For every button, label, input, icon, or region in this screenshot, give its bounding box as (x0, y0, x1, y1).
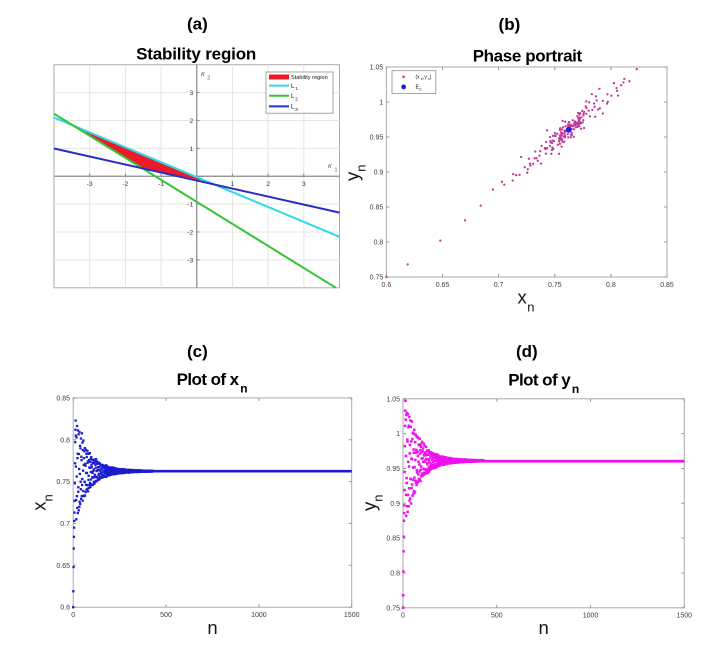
svg-text:0: 0 (401, 612, 405, 619)
svg-text:Stability region: Stability region (291, 75, 328, 81)
svg-text:(c): (c) (187, 342, 208, 361)
svg-text:E: E (416, 85, 420, 91)
svg-text:(x: (x (416, 75, 421, 81)
svg-text:0.85: 0.85 (370, 205, 384, 212)
svg-text:0.75: 0.75 (548, 282, 562, 289)
svg-text:0.7: 0.7 (60, 521, 70, 528)
svg-text:1: 1 (190, 146, 194, 153)
svg-text:,y: ,y (423, 75, 427, 81)
svg-text:Stability region: Stability region (136, 44, 256, 63)
svg-text:x: x (518, 287, 528, 308)
svg-text:0.65: 0.65 (56, 563, 70, 570)
svg-text:0.85: 0.85 (660, 282, 674, 289)
svg-text:0.8: 0.8 (374, 240, 384, 247)
svg-text:0.8: 0.8 (606, 282, 616, 289)
svg-text:2: 2 (190, 118, 194, 125)
svg-text:yn: yn (359, 495, 386, 511)
svg-text:0.75: 0.75 (56, 479, 70, 486)
svg-text:0.75: 0.75 (370, 275, 384, 282)
svg-text:0.9: 0.9 (390, 501, 400, 508)
svg-text:1: 1 (335, 168, 338, 174)
svg-text:-3: -3 (87, 181, 93, 188)
svg-text:-1: -1 (187, 202, 193, 209)
svg-text:1: 1 (295, 86, 298, 91)
svg-text:Plot of x: Plot of x (177, 370, 240, 389)
svg-text:1000: 1000 (583, 612, 599, 619)
svg-text:n: n (428, 77, 430, 81)
svg-text:-3: -3 (187, 257, 193, 264)
svg-text:1.05: 1.05 (370, 65, 384, 72)
svg-text:2: 2 (207, 76, 210, 82)
svg-text:2: 2 (266, 181, 270, 188)
svg-text:L: L (291, 83, 295, 90)
svg-text:L: L (291, 104, 295, 111)
svg-text:1: 1 (379, 100, 383, 107)
svg-text:0.8: 0.8 (390, 571, 400, 578)
svg-text:3: 3 (190, 90, 194, 97)
svg-text:Plot of y: Plot of y (508, 371, 571, 390)
svg-text:0.65: 0.65 (436, 282, 450, 289)
svg-text:1500: 1500 (677, 612, 693, 619)
svg-text:1500: 1500 (344, 612, 360, 619)
svg-text:(a): (a) (187, 15, 208, 34)
svg-text:κ: κ (201, 69, 206, 78)
svg-text:0.95: 0.95 (386, 466, 400, 473)
svg-text:0.9: 0.9 (374, 170, 384, 177)
svg-text:500: 500 (160, 612, 172, 619)
svg-text:0.6: 0.6 (60, 605, 70, 612)
svg-text:3: 3 (302, 181, 306, 188)
svg-text:-1: -1 (158, 181, 164, 188)
svg-text:n: n (527, 300, 534, 315)
svg-text:0.7: 0.7 (494, 282, 504, 289)
svg-text:(d): (d) (516, 342, 538, 361)
svg-text:L: L (291, 93, 295, 100)
svg-text:1: 1 (396, 431, 400, 438)
svg-text:yn: yn (342, 165, 369, 181)
svg-text:500: 500 (491, 612, 503, 619)
svg-text:n: n (421, 77, 423, 81)
svg-text:2: 2 (295, 96, 298, 101)
svg-text:-2: -2 (187, 229, 193, 236)
svg-text:1000: 1000 (251, 612, 267, 619)
svg-text:1.05: 1.05 (386, 396, 400, 403)
svg-text:(b): (b) (499, 15, 521, 34)
svg-text:2: 2 (419, 87, 422, 92)
svg-text:n: n (240, 382, 247, 396)
svg-text:0.8: 0.8 (60, 437, 70, 444)
svg-text:xn: xn (29, 494, 56, 510)
svg-text:3: 3 (295, 107, 298, 112)
svg-text:0.85: 0.85 (56, 395, 70, 402)
svg-text:0.6: 0.6 (382, 282, 392, 289)
svg-text:0.95: 0.95 (370, 135, 384, 142)
svg-text:n: n (572, 382, 579, 396)
svg-text:-2: -2 (122, 181, 128, 188)
svg-text:κ: κ (328, 161, 333, 170)
svg-text:1: 1 (231, 181, 235, 188)
svg-text:0: 0 (71, 612, 75, 619)
svg-text:Phase portrait: Phase portrait (473, 47, 583, 66)
svg-text:n: n (539, 617, 549, 638)
svg-text:0.85: 0.85 (386, 536, 400, 543)
svg-text:0.75: 0.75 (386, 605, 400, 612)
svg-text:): ) (430, 75, 432, 81)
svg-text:n: n (207, 617, 217, 638)
